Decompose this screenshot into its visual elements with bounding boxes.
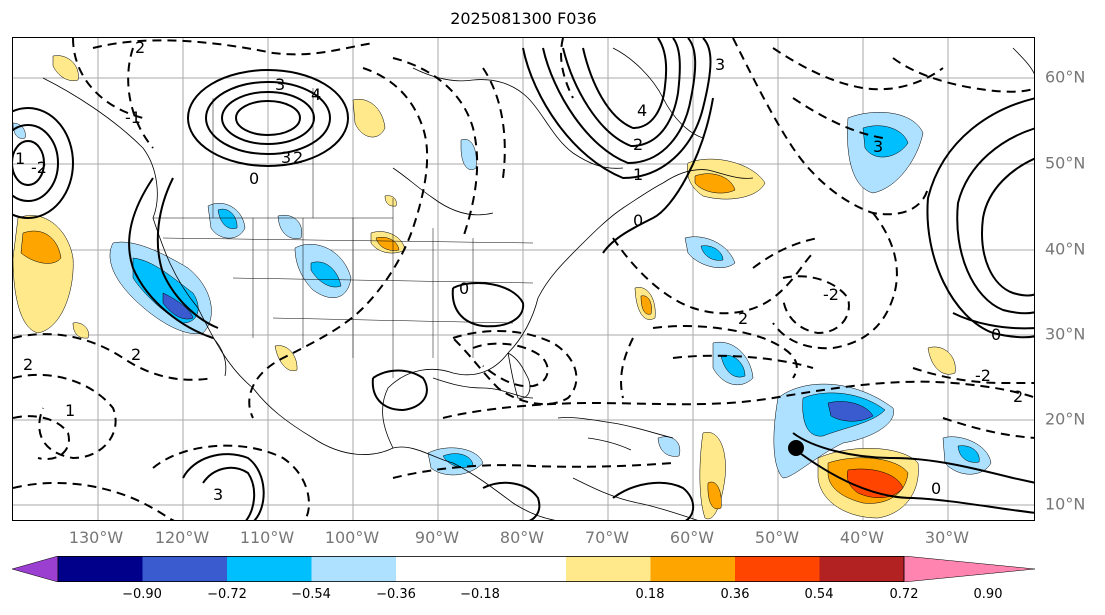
lat-label: 20°N <box>1045 409 1086 429</box>
lon-label: 30°W <box>924 528 970 547</box>
contour-label: 2 <box>738 309 748 328</box>
lon-label: 100°W <box>324 528 380 547</box>
contour-label: 2 <box>23 355 33 374</box>
lon-label: 50°W <box>754 528 800 547</box>
contour-label: 1 <box>633 165 643 184</box>
colorbar-segment <box>58 556 143 582</box>
colorbar-tick: −0.18 <box>460 587 500 602</box>
state-borders <box>153 88 534 378</box>
contour-label: 2 <box>135 38 145 57</box>
colorbar-segment <box>566 556 651 582</box>
contour-label: 3 <box>715 55 725 74</box>
colorbar-tick: −0.54 <box>291 587 331 602</box>
colorbar-segment <box>735 556 820 582</box>
colorbar-segment <box>396 556 566 582</box>
colorbar-segment <box>227 556 312 582</box>
contour-label: -2 <box>975 366 991 385</box>
map-canvas: 2 3 4 3 2 1 0 -1 -2 2 3 4 3 2 1 0 0 2 -2… <box>13 38 1034 520</box>
contour-label: 3 <box>873 137 883 156</box>
colorbar-segment <box>311 556 396 582</box>
colorbar-tick: −0.72 <box>207 587 247 602</box>
contour-label: -2 <box>823 285 839 304</box>
contour-label: 3 <box>281 148 291 167</box>
contour-label: 0 <box>991 325 1001 344</box>
contour-label: 1 <box>65 401 75 420</box>
colorbar-tick: 0.90 <box>973 587 1003 602</box>
lat-label: 30°N <box>1045 324 1086 344</box>
dashed-contours <box>13 38 1034 520</box>
contour-label: 2 <box>293 148 303 167</box>
map-title: 2025081300 F036 <box>450 9 597 28</box>
lon-label: 90°W <box>414 528 460 547</box>
storm-center-marker[interactable] <box>788 440 804 456</box>
lon-label: 120°W <box>154 528 210 547</box>
lon-label: 40°W <box>839 528 885 547</box>
colorbar-tick: −0.90 <box>122 587 162 602</box>
colorbar-extend-high <box>903 556 1035 582</box>
colorbar-tick: 0.54 <box>804 587 834 602</box>
contour-label: 4 <box>311 85 321 104</box>
colorbar <box>12 556 1035 582</box>
lon-label: 110°W <box>239 528 295 547</box>
lat-label: 10°N <box>1045 494 1086 514</box>
lat-label: 50°N <box>1045 153 1086 173</box>
colorbar-tick: 0.36 <box>720 587 750 602</box>
contour-labels: 2 3 4 3 2 1 0 -1 -2 2 3 4 3 2 1 0 0 2 -2… <box>15 38 1023 504</box>
colorbar-extend-low <box>12 556 59 582</box>
contour-label: -1 <box>125 108 141 127</box>
contour-label: 2 <box>633 135 643 154</box>
colorbar-tick: 0.72 <box>889 587 919 602</box>
map-panel[interactable]: 2 3 4 3 2 1 0 -1 -2 2 3 4 3 2 1 0 0 2 -2… <box>12 37 1035 521</box>
colorbar-tick: −0.36 <box>376 587 416 602</box>
contour-label: 0 <box>931 479 941 498</box>
lat-label: 60°N <box>1045 67 1086 87</box>
contour-label: 3 <box>275 75 285 94</box>
contour-label: -2 <box>31 158 47 177</box>
contour-label: 3 <box>213 485 223 504</box>
contour-label: 2 <box>1013 387 1023 406</box>
solid-contours <box>13 38 1034 520</box>
lon-label: 60°W <box>669 528 715 547</box>
colorbar-segment <box>819 556 904 582</box>
lon-label: 80°W <box>499 528 545 547</box>
lon-label: 70°W <box>584 528 630 547</box>
lat-label: 40°N <box>1045 239 1086 259</box>
contour-label: 1 <box>15 149 25 168</box>
lon-label: 130°W <box>68 528 124 547</box>
colorbar-tick: 0.18 <box>635 587 665 602</box>
contour-label: 0 <box>633 211 643 230</box>
contour-label: 0 <box>459 279 469 298</box>
contour-label: 2 <box>131 345 141 364</box>
contour-label: 4 <box>637 101 647 120</box>
coastlines <box>42 47 1034 520</box>
colorbar-segment <box>142 556 227 582</box>
contour-label: 0 <box>249 169 259 188</box>
shaded-field <box>13 55 992 520</box>
colorbar-segment <box>650 556 735 582</box>
